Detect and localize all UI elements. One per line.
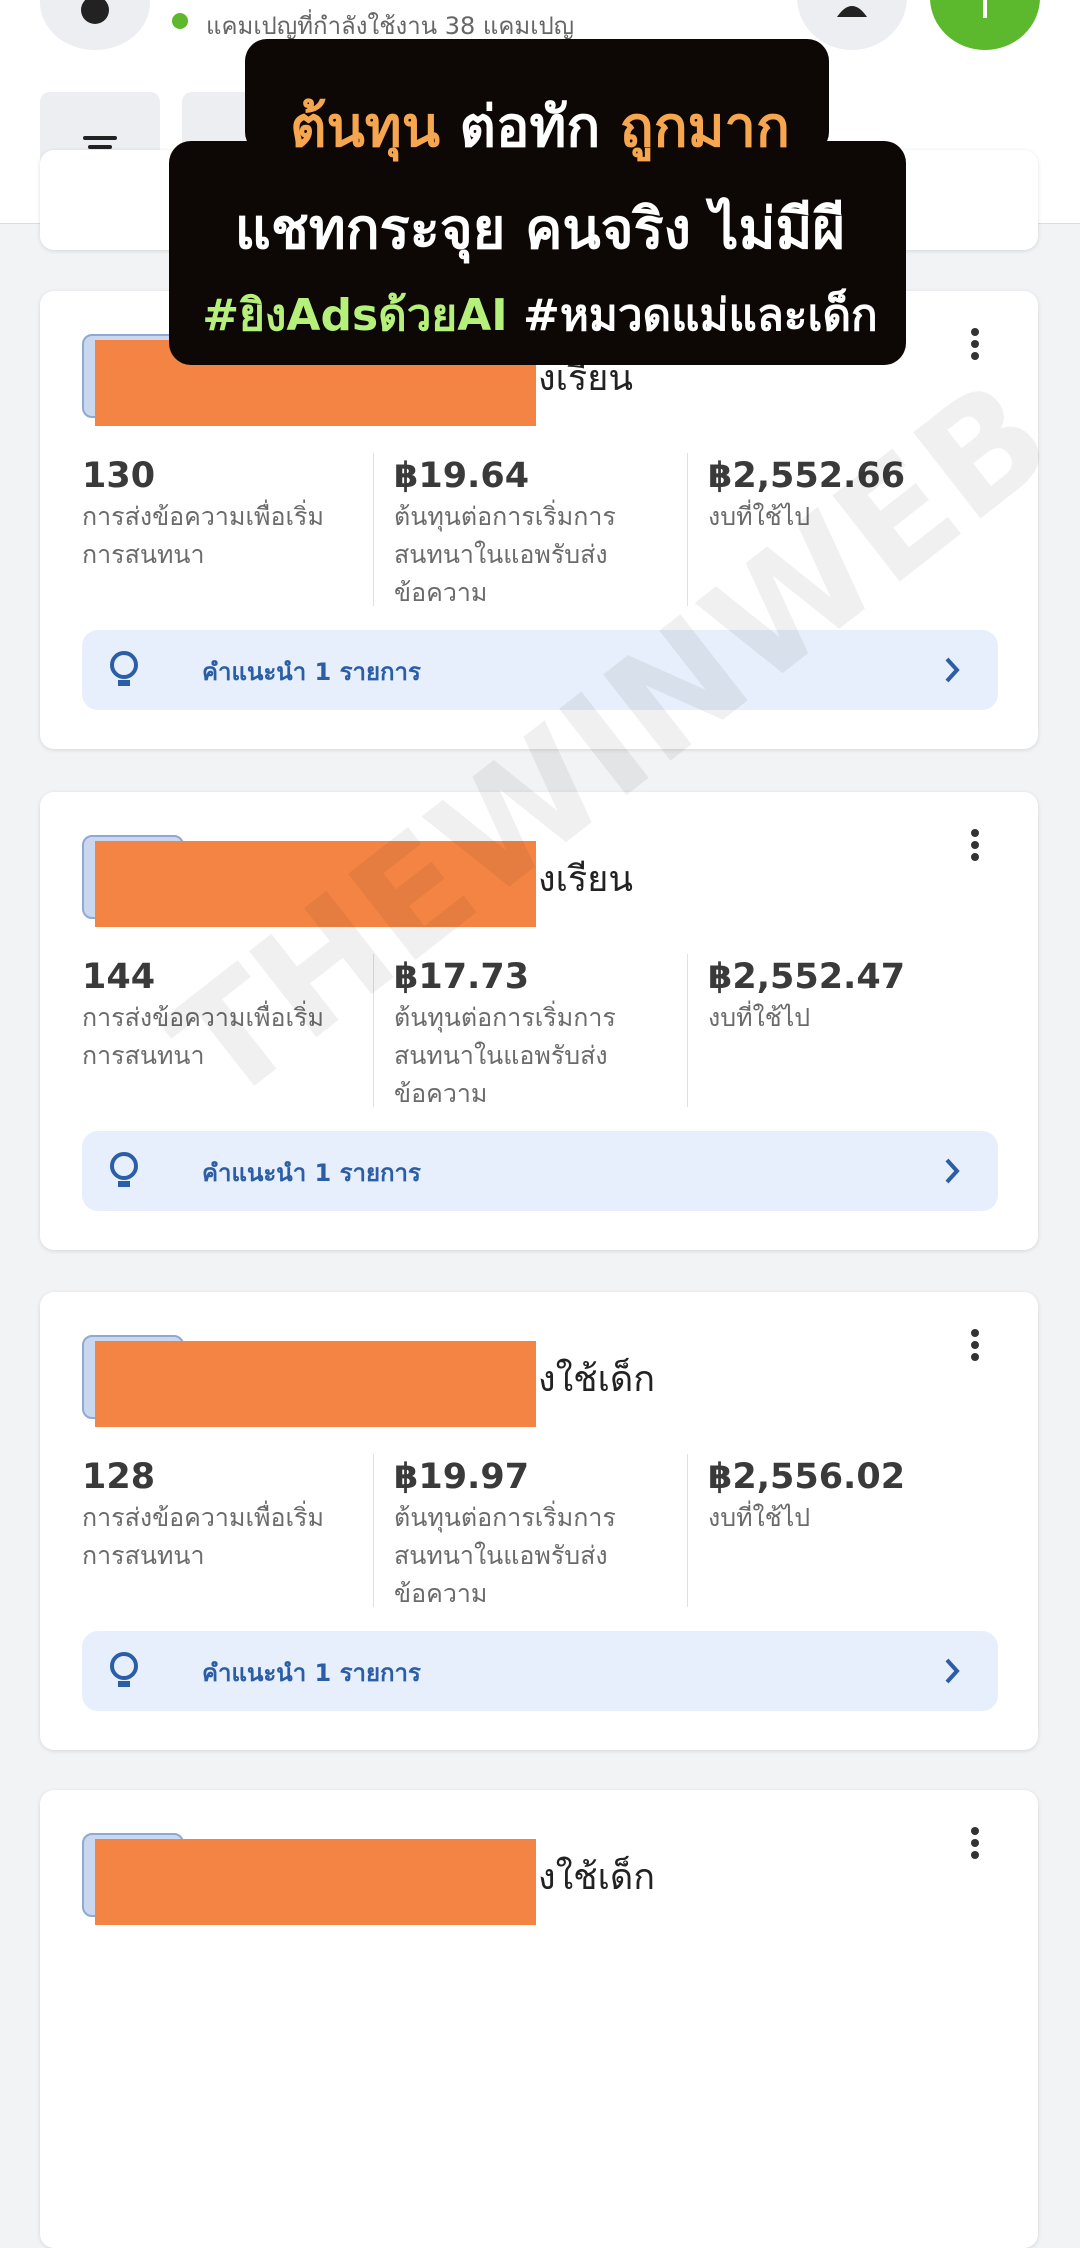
plus-icon [983,0,987,18]
redaction [95,1341,536,1427]
metric-label: ต้นทุนต่อการเริ่มการสนทนาในแอพรับส่งข้อค… [394,502,616,607]
metric-label: การส่งข้อความเพื่อเริ่มการสนทนา [82,1003,324,1070]
create-button[interactable] [930,0,1040,50]
metric-label: งบที่ใช้ไป [708,1503,811,1532]
campaign-card[interactable]: งเรียน 130 การส่งข้อความเพื่อเริ่มการสนทนา… [40,291,1038,749]
bulb-icon [106,1651,142,1691]
recommendation-text: คำแนะนำ 1 รายการ [202,658,421,686]
metric-value: 144 [82,957,156,997]
chevron [942,1656,962,1686]
metric-label: การส่งข้อความเพื่อเริ่มการสนทนา [82,1503,324,1570]
bulb-svg [110,1652,138,1687]
banner-tag: #ยิงAdsด้วยAI [202,290,508,341]
more-menu[interactable] [965,1327,985,1367]
banner-word: ต่อทัก [459,95,601,160]
column-divider [687,453,688,606]
status-text: แคมเปญที่กำลังใช้งาน 38 แคมเปญ [206,12,575,40]
recommendation-text: คำแนะนำ 1 รายการ [202,1659,421,1687]
column-divider [373,453,374,606]
metric-label: ต้นทุนต่อการเริ่มการสนทนาในแอพรับส่งข้อค… [394,1003,616,1108]
banner-line: #ยิงAdsด้วยAI #หมวดแม่และเด็ก [0,280,1080,350]
chevron-svg [945,1658,960,1684]
metric-label: การส่งข้อความเพื่อเริ่มการสนทนา [82,502,324,569]
metric-value: ฿2,552.66 [708,456,906,496]
chevron [942,1156,962,1186]
chevron-svg [945,1158,960,1184]
dots-icon [971,1329,979,1361]
settings-button[interactable] [40,0,150,50]
banner-tag: #หมวดแม่และเด็ก [522,290,878,341]
dots-icon [971,328,979,360]
dots-icon [971,1827,979,1859]
recommendation-bar[interactable]: คำแนะนำ 1 รายการ [82,630,998,710]
metric-label: งบที่ใช้ไป [708,502,811,531]
bell-icon [837,6,867,17]
banner-bottom [169,141,906,365]
campaign-name: งใช้เด็ก [538,1359,656,1400]
more-menu[interactable] [965,1825,985,1865]
column-divider [373,1454,374,1607]
metric-value: ฿19.97 [394,1457,530,1497]
metric-value: ฿2,552.47 [708,957,906,997]
metric-value: ฿2,556.02 [708,1457,906,1497]
banner-line: ต้นทุน ต่อทัก ถูกมาก [0,82,1080,171]
chevron [942,655,962,685]
more-menu[interactable] [965,326,985,366]
column-divider [373,954,374,1107]
column-divider [687,954,688,1107]
gear-icon [81,0,109,24]
bulb-svg [110,1152,138,1187]
metric-label: ต้นทุนต่อการเริ่มการสนทนาในแอพรับส่งข้อค… [394,1503,616,1608]
status-dot [172,13,188,29]
metric-value: ฿19.64 [394,456,530,496]
bulb-svg [110,651,138,686]
campaign-card[interactable]: งใช้เด็ก 128 การส่งข้อความเพื่อเริ่มการสนท… [40,1292,1038,1750]
campaign-name: งเรียน [538,859,633,900]
bulb-icon [106,650,142,690]
recommendation-bar[interactable]: คำแนะนำ 1 รายการ [82,1631,998,1711]
more-menu[interactable] [965,827,985,867]
redaction [95,841,536,927]
campaign-name: งใช้เด็ก [538,1857,656,1898]
redaction [95,1839,536,1925]
chevron-svg [945,657,960,683]
banner-word: ถูกมาก [619,95,790,160]
metric-label: งบที่ใช้ไป [708,1003,811,1032]
banner-word: ต้นทุน [290,95,440,160]
metric-value: 128 [82,1457,156,1497]
column-divider [687,1454,688,1607]
recommendation-bar[interactable]: คำแนะนำ 1 รายการ [82,1131,998,1211]
campaign-card[interactable]: งเรียน 144 การส่งข้อความเพื่อเริ่มการสนทนา… [40,792,1038,1250]
banner-top [245,39,829,154]
recommendation-text: คำแนะนำ 1 รายการ [202,1159,421,1187]
metric-value: 130 [82,456,156,496]
dots-icon [971,829,979,861]
bulb-icon [106,1151,142,1191]
metric-value: ฿17.73 [394,957,530,997]
banner-line: แชทกระจุย คนจริง ไม่มีผี [234,197,846,262]
campaign-card[interactable]: งใช้เด็ก [40,1790,1038,2248]
